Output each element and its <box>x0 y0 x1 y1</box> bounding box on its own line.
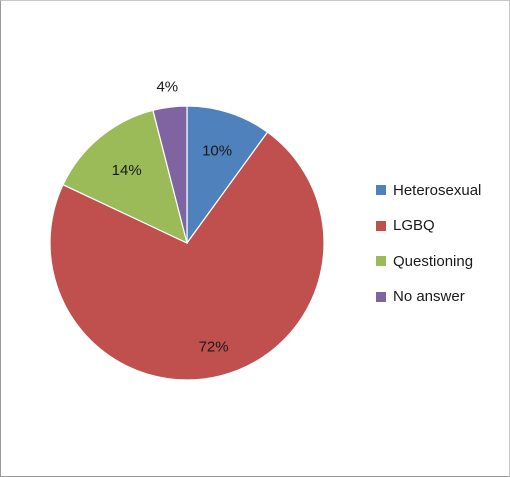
legend-label: Questioning <box>393 252 474 270</box>
legend-swatch <box>376 185 386 195</box>
pie-slices <box>49 105 325 381</box>
data-label-lgbq: 72% <box>199 339 229 356</box>
legend: Heterosexual LGBQ Questioning No answer <box>376 181 481 323</box>
legend-label: LGBQ <box>393 217 435 234</box>
pie-slice-no-answer <box>152 105 188 244</box>
legend-item-heterosexual: Heterosexual <box>376 181 481 199</box>
legend-item-questioning: Questioning <box>376 252 481 270</box>
pie-data-labels: 10% 72% 14% 4% <box>112 79 232 356</box>
legend-label: Heterosexual <box>393 181 482 199</box>
data-label-heterosexual: 10% <box>202 143 232 160</box>
data-label-no-answer: 4% <box>156 79 178 96</box>
pie-slice-questioning <box>62 109 188 245</box>
data-label-questioning: 14% <box>112 162 142 179</box>
pie-slice-lgbq <box>49 131 325 381</box>
legend-item-lgbq: LGBQ <box>376 217 481 235</box>
pie-slice-heterosexual <box>186 105 269 245</box>
legend-swatch <box>376 256 386 266</box>
legend-item-no-answer: No answer <box>376 288 481 306</box>
legend-swatch <box>376 291 386 302</box>
legend-label: No answer <box>393 288 465 305</box>
legend-swatch <box>376 220 386 231</box>
